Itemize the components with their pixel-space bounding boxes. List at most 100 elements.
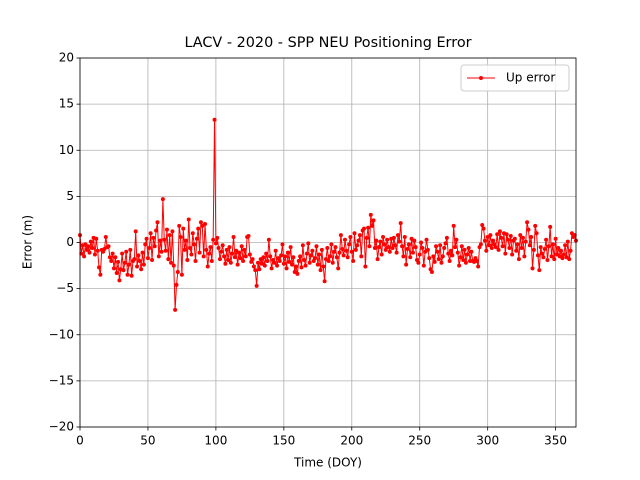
- data-point: [488, 233, 493, 238]
- data-point: [398, 221, 403, 226]
- data-point: [129, 273, 134, 278]
- data-point: [493, 245, 498, 250]
- data-point: [167, 233, 172, 238]
- data-point: [453, 245, 458, 250]
- data-point: [228, 260, 233, 265]
- data-point: [300, 243, 305, 248]
- data-point: [522, 254, 527, 259]
- data-point: [394, 250, 399, 255]
- data-point: [281, 261, 286, 266]
- data-point: [223, 261, 228, 266]
- data-point: [565, 239, 570, 244]
- data-point: [329, 242, 334, 247]
- data-point: [552, 257, 557, 262]
- data-point: [317, 252, 322, 257]
- data-point: [193, 258, 198, 263]
- data-point: [508, 234, 513, 239]
- data-point: [144, 236, 149, 241]
- data-point: [454, 237, 459, 242]
- data-point: [250, 257, 255, 262]
- x-tick-label: 300: [476, 434, 499, 448]
- data-point: [416, 260, 421, 265]
- data-point: [230, 251, 235, 256]
- data-point: [204, 247, 209, 252]
- data-point: [556, 246, 561, 251]
- data-point: [348, 234, 353, 239]
- data-point: [481, 226, 486, 231]
- data-point: [397, 239, 402, 244]
- data-point: [97, 265, 102, 270]
- data-point: [500, 244, 505, 249]
- data-point: [341, 253, 346, 258]
- data-point: [261, 255, 266, 260]
- data-point: [434, 244, 439, 249]
- data-point: [351, 258, 356, 263]
- data-point: [116, 259, 121, 264]
- legend-box: [460, 64, 570, 92]
- data-point: [158, 238, 163, 243]
- data-point: [171, 263, 176, 268]
- data-point: [379, 252, 384, 257]
- data-point: [207, 251, 212, 256]
- data-point: [523, 239, 528, 244]
- data-point: [215, 235, 220, 240]
- data-point: [526, 227, 531, 232]
- data-point: [253, 268, 258, 273]
- data-point: [219, 249, 224, 254]
- data-point: [484, 248, 489, 253]
- data-point: [190, 231, 195, 236]
- data-point: [174, 282, 179, 287]
- data-point: [476, 264, 481, 269]
- y-tick-label: 10: [59, 143, 74, 157]
- data-point: [150, 258, 155, 263]
- data-point: [186, 217, 191, 222]
- data-point: [444, 235, 449, 240]
- data-point: [310, 248, 315, 253]
- data-point: [236, 250, 241, 255]
- data-point: [390, 246, 395, 251]
- data-point: [352, 231, 357, 236]
- y-tick-label: 0: [66, 235, 74, 249]
- data-point: [421, 263, 426, 268]
- data-point: [412, 238, 417, 243]
- data-point: [179, 272, 184, 277]
- data-point: [140, 250, 145, 255]
- data-point: [431, 254, 436, 259]
- x-tick-label: 50: [140, 434, 155, 448]
- data-point: [188, 246, 193, 251]
- data-point: [447, 258, 452, 263]
- y-tick-label: 5: [66, 189, 74, 203]
- data-point: [451, 223, 456, 228]
- data-point: [516, 257, 521, 262]
- data-point: [177, 223, 182, 228]
- data-point: [482, 238, 487, 243]
- chart-title: LACV - 2020 - SPP NEU Positioning Error: [184, 35, 471, 51]
- data-point: [363, 264, 368, 269]
- data-point: [371, 218, 376, 223]
- data-point: [313, 256, 318, 261]
- data-point: [106, 244, 111, 249]
- y-axis-label: Error (m): [21, 215, 35, 269]
- data-point: [506, 237, 511, 242]
- x-tick-label: 0: [76, 434, 84, 448]
- data-point: [404, 262, 409, 267]
- data-point: [328, 254, 333, 259]
- data-point: [461, 258, 466, 263]
- data-point: [345, 255, 350, 260]
- data-point: [540, 251, 545, 256]
- data-point: [529, 234, 534, 239]
- data-point: [410, 250, 415, 255]
- data-point: [359, 254, 364, 259]
- data-point: [197, 250, 202, 255]
- x-tick-label: 200: [340, 434, 363, 448]
- data-point: [209, 258, 214, 263]
- data-point: [367, 244, 372, 249]
- data-point: [542, 246, 547, 251]
- data-point: [537, 268, 542, 273]
- data-point: [527, 243, 532, 248]
- data-point: [98, 272, 103, 277]
- data-point: [192, 242, 197, 247]
- data-point: [538, 245, 543, 250]
- data-point: [269, 266, 274, 271]
